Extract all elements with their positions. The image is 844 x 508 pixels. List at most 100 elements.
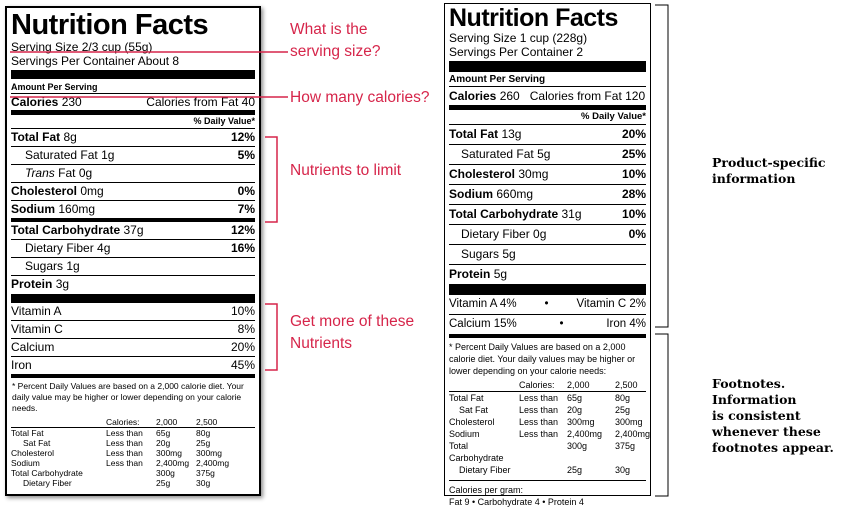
serving-size: Serving Size 2/3 cup (55g): [11, 40, 153, 54]
nutrient-name-cell: Dietary Fiber 0g: [449, 225, 546, 244]
table-cell: Sodium: [11, 458, 40, 468]
nutrient-row: Total Carbohydrate 31g 10%: [449, 204, 646, 224]
medium-divider: [11, 374, 255, 378]
daily-value-header: % Daily Value*: [581, 111, 646, 122]
table-cell: Cholesterol: [449, 417, 495, 427]
table-cell: 2,400mg: [196, 458, 230, 468]
nutrient-list: Total Fat 13g 20% Saturated Fat 5g 25% Chole…: [449, 124, 646, 284]
vitamin-dv: 10%: [230, 304, 255, 318]
nutrient-row: Total Fat 13g 20%: [449, 124, 646, 144]
nutrient-name-cell: Sodium 660mg: [449, 185, 533, 204]
nutrient-amount: 1g: [101, 148, 115, 162]
thick-divider: [11, 70, 255, 79]
medium-divider: [449, 334, 646, 338]
nutrient-name: Sodium: [11, 202, 55, 216]
table-cell: Less than: [106, 438, 143, 448]
nutrient-row: Trans Fat 0g: [11, 164, 255, 182]
nutrient-row: Sugars 1g: [11, 257, 255, 275]
table-row: Sodium Less than 2,400mg 2,400mg: [449, 428, 650, 440]
table-header-cell: 2,000: [567, 380, 590, 390]
table-cell: 30g: [615, 465, 631, 475]
nutrient-amount: 0mg: [80, 184, 104, 198]
nutrient-amount: 0g: [78, 166, 93, 180]
nutrient-amount: 5g: [502, 247, 516, 261]
daily-value-header: % Daily Value*: [193, 116, 255, 126]
table-cell: 25g: [196, 438, 211, 448]
calories-value: 260: [499, 89, 520, 103]
annotation-more: Get more of these Nutrients: [290, 313, 415, 352]
table-cell: Less than: [519, 417, 559, 427]
nutrient-dv: 12%: [230, 130, 255, 144]
nutrient-name: Total Carbohydrate: [449, 207, 559, 221]
thick-divider: [449, 284, 646, 295]
nutrient-dv: 5%: [237, 148, 255, 162]
label-title: Nutrition Facts: [11, 9, 209, 41]
table-cell: 300g: [156, 468, 175, 478]
table-header-row: Calories: 2,000 2,500: [11, 417, 255, 427]
table-cell: 2,400mg: [156, 458, 190, 468]
footnote-text: * Percent Daily Values are based on a 2,…: [12, 381, 244, 413]
vitamin-row: Vitamin C 8%: [11, 320, 255, 338]
calories-label: Calories: [449, 89, 497, 103]
nutrient-dv: 0%: [237, 184, 255, 198]
table-cell: Less than: [106, 458, 143, 468]
nutrient-dv: 16%: [230, 241, 255, 255]
annotation-limit: Nutrients to limit: [290, 162, 402, 179]
vitamin-dv: 20%: [230, 340, 255, 354]
table-header-cell: 2,500: [196, 417, 218, 427]
vitamin-row: Calcium 20%: [11, 338, 255, 356]
nutrient-dv: 7%: [237, 202, 255, 216]
nutrient-dv: 10%: [621, 207, 646, 221]
table-cell: Less than: [519, 429, 559, 439]
nutrient-name-cell: Sodium 160mg: [11, 201, 95, 218]
table-header-cell: 2,500: [615, 380, 638, 390]
table-row: Total Fat Less than 65g 80g: [11, 427, 255, 438]
table-header-cell: Calories:: [519, 380, 555, 390]
vitamin-left: Vitamin A 4%: [449, 298, 517, 310]
table-cell: 375g: [196, 468, 215, 478]
nutrient-name: Protein: [11, 277, 53, 291]
nutrient-row: Cholesterol 30mg 10%: [449, 164, 646, 184]
nutrient-name-cell: Trans Fat 0g: [11, 165, 92, 182]
nutrient-name-cell: Saturated Fat 1g: [11, 147, 114, 164]
table-header-cell: [449, 379, 519, 391]
annotation-serving: What is the serving size?: [290, 21, 381, 60]
nutrient-list: Total Fat 8g 12% Saturated Fat 1g 5% Trans F…: [11, 128, 255, 293]
table-row: Sodium Less than 2,400mg 2,400mg: [11, 458, 255, 468]
table-cell: Total Carbohydrate: [449, 441, 504, 463]
nutrient-name-cell: Cholesterol 0mg: [11, 183, 104, 200]
nutrient-name-cell: Saturated Fat 5g: [449, 145, 550, 164]
nutrient-name: Saturated Fat: [461, 147, 534, 161]
nutrient-amount: 0g: [533, 227, 547, 241]
nutrient-name: Cholesterol: [449, 167, 516, 181]
nutrient-name: Saturated Fat: [25, 148, 98, 162]
nutrient-name-cell: Total Fat 8g: [11, 129, 77, 146]
nutrient-name-cell: Sugars 1g: [11, 258, 80, 275]
calories-label: Calories: [11, 95, 59, 109]
table-cell: Total Fat: [11, 428, 44, 438]
nutrient-dv: 0%: [628, 227, 646, 241]
nutrient-amount: 13g: [501, 127, 522, 141]
table-row: Total Carbohydrate 300g 375g: [11, 468, 255, 478]
daily-values-table: Calories: 2,000 2,500 Total Fat Less than 65g…: [449, 379, 650, 476]
servings-per-container: Servings Per Container 2: [449, 45, 584, 59]
table-cell: 80g: [615, 393, 631, 403]
table-cell: 20g: [567, 405, 583, 415]
table-cell: 2,400mg: [567, 429, 603, 439]
vitamin-right: Iron 4%: [606, 318, 646, 330]
calories-value: 230: [61, 95, 82, 109]
side-note-footnotes: Footnotes. Information is consistent whene…: [712, 376, 834, 455]
servings-per-container: Servings Per Container About 8: [11, 54, 180, 68]
medium-divider: [449, 105, 646, 110]
vitamin-list: Vitamin A 4% • Vitamin C 2% Calcium 15% • Iro…: [449, 295, 646, 334]
nutrient-dv: 10%: [621, 167, 646, 181]
annotation-calories: How many calories?: [290, 89, 430, 106]
nutrient-row: Sodium 660mg 28%: [449, 184, 646, 204]
nutrient-name: Cholesterol: [11, 184, 78, 198]
nutrient-name-cell: Total Carbohydrate 37g: [11, 222, 144, 239]
table-row: Total Carbohydrate 300g 375g: [449, 440, 646, 464]
nutrient-row: Dietary Fiber 0g 0%: [449, 224, 646, 244]
vitamin-name: Vitamin A: [11, 304, 62, 318]
vitamin-row: Iron 45%: [11, 356, 255, 374]
table-cell: [519, 440, 567, 464]
